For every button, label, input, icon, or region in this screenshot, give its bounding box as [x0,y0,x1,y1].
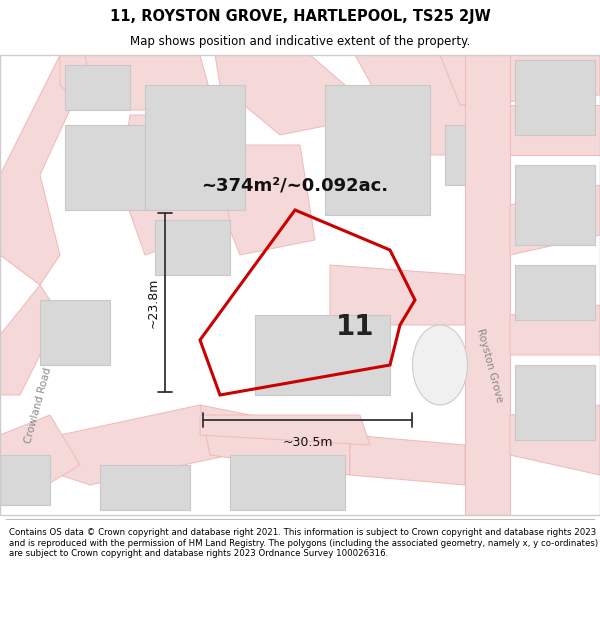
Polygon shape [200,415,370,445]
Polygon shape [220,145,315,255]
Ellipse shape [413,325,467,405]
Polygon shape [325,85,430,215]
Polygon shape [60,55,200,105]
Polygon shape [65,65,130,110]
Polygon shape [230,455,345,510]
Text: Royston Grove: Royston Grove [475,327,505,403]
Polygon shape [330,265,465,325]
Text: Crowland Road: Crowland Road [23,366,53,444]
Polygon shape [155,220,230,275]
Polygon shape [40,300,110,365]
Polygon shape [515,165,595,245]
Polygon shape [465,55,510,515]
Polygon shape [145,85,245,210]
Polygon shape [65,125,145,210]
Text: Map shows position and indicative extent of the property.: Map shows position and indicative extent… [130,35,470,48]
Polygon shape [85,55,215,110]
Polygon shape [515,265,595,320]
Polygon shape [355,55,490,155]
Text: ~30.5m: ~30.5m [282,436,333,449]
Polygon shape [510,405,600,475]
Polygon shape [445,125,465,185]
Polygon shape [0,285,60,395]
Polygon shape [510,105,600,155]
Text: ~23.8m: ~23.8m [147,278,160,328]
Polygon shape [510,185,600,255]
Polygon shape [100,465,190,510]
Polygon shape [0,415,80,495]
Polygon shape [515,60,595,135]
Polygon shape [120,115,230,255]
Text: 11, ROYSTON GROVE, HARTLEPOOL, TS25 2JW: 11, ROYSTON GROVE, HARTLEPOOL, TS25 2JW [110,9,490,24]
Polygon shape [515,365,595,440]
Polygon shape [0,55,600,515]
Text: Contains OS data © Crown copyright and database right 2021. This information is : Contains OS data © Crown copyright and d… [9,528,598,558]
Polygon shape [255,315,390,395]
Polygon shape [0,455,50,505]
Polygon shape [200,405,350,475]
Polygon shape [440,55,600,105]
Text: ~374m²/~0.092ac.: ~374m²/~0.092ac. [202,176,389,194]
Polygon shape [215,55,380,135]
Polygon shape [350,435,465,485]
Polygon shape [510,305,600,355]
Text: 11: 11 [336,313,374,341]
Polygon shape [0,55,95,285]
Polygon shape [60,405,230,485]
